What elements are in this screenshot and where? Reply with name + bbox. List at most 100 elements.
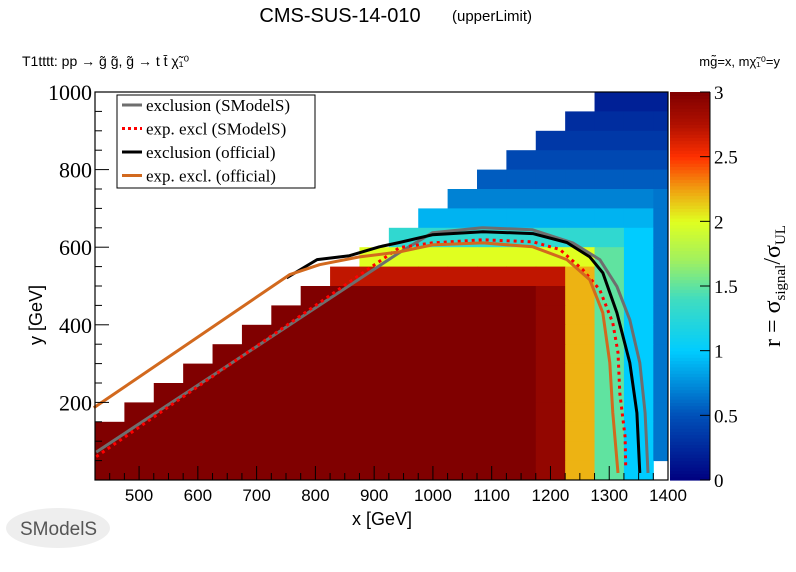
heatmap-cell [271,460,302,481]
colorbar-segment [670,176,710,180]
heatmap-cell [565,169,596,190]
y-tick-label: 600 [59,235,92,260]
heatmap-cell [594,247,625,268]
y-tick-label: 400 [59,313,92,338]
colorbar-segment [670,218,710,222]
colorbar-segment [670,101,710,106]
heatmap-cell [388,402,419,423]
colorbar-label-sub2: UL [773,225,789,245]
heatmap-cell [330,286,360,306]
colorbar-segment [670,386,710,391]
heatmap-cell [506,324,537,345]
heatmap-cell [241,363,272,384]
x-tick-label: 1400 [649,486,687,505]
colorbar-segment [670,463,710,468]
heatmap-cell [477,402,507,423]
contour-line [92,241,620,474]
colorbar-segment [670,315,710,319]
heatmap-cell [271,305,302,326]
colorbar-segment [670,146,710,151]
colorbar-segment [670,363,710,368]
colorbar-segment [670,92,710,96]
heatmap-cell [418,305,449,326]
heatmap-cell [95,460,125,481]
heatmap-cell [594,111,625,132]
colorbar-segment [670,324,710,329]
y-tick-label: 800 [59,158,92,183]
heatmap-cell [447,324,478,345]
colorbar-segment [670,334,710,339]
colorbar-tick-label: 0.5 [714,406,738,427]
colorbar-label-main: r = σ [760,300,786,347]
contour-lines [92,226,650,474]
colorbar-segment [670,470,710,475]
heatmap-cell [388,266,419,287]
colorbar-segment [670,166,710,171]
heatmap-cell [300,402,331,423]
colorbar-segment [670,150,710,155]
colorbar-segment [670,340,710,345]
heatmap-cell [623,227,654,248]
colorbar-segment [670,234,710,239]
heatmap-cell [535,383,566,403]
heatmap-cell [95,441,125,462]
heatmap-cell [241,402,272,423]
colorbar-segment [670,328,710,332]
x-axis: 500 600 700 800 900 1000 1100 1200 1300 1400 [109,466,687,505]
heatmap-cell [359,344,390,365]
heatmap-cell [418,266,449,287]
heatmap-cell [506,286,537,306]
heatmap-cell [447,344,478,365]
heatmap-cell [653,441,669,462]
legend-label: exp. excl. (official) [146,167,276,186]
colorbar-segment [670,159,710,164]
colorbar-segment [670,379,710,384]
heatmap-cell [535,441,566,462]
heatmap-cell [506,150,537,171]
heatmap-cell [183,421,214,442]
colorbar-segment [670,130,710,135]
colorbar-segment [670,121,710,125]
colorbar-segment [670,114,710,119]
colorbar-segment [670,231,710,235]
colorbar-segment [670,434,710,439]
heatmap-cell [388,421,419,442]
x-tick-label: 1300 [590,486,628,505]
heatmap-cell [477,383,507,403]
heatmap-cell [447,402,478,423]
colorbar-segment [670,360,710,365]
colorbar-segment [670,402,710,407]
legend: exclusion (SModelS) exp. excl (SModelS) ex… [116,94,316,189]
heatmap-cell [565,266,596,287]
heatmap-cell [594,227,625,248]
heatmap-cell [388,383,419,403]
heatmap-cell [477,344,507,365]
logo-background [6,508,110,548]
heatmap-cell [330,441,360,462]
heatmap-cell [565,421,596,442]
colorbar-segment [670,428,710,433]
colorbar-segment [670,347,710,352]
legend-box [116,94,316,189]
heatmap-cell [359,247,390,268]
heatmap-cell [183,383,214,403]
colorbar-segment [670,221,710,226]
colorbar-segment [670,425,710,429]
colorbar-segment [670,337,710,342]
heatmap-cell [447,305,478,326]
heatmap-cell [330,324,360,345]
heatmap-cell [447,189,478,209]
legend-label: exclusion (official) [146,143,276,162]
heatmap-cell [330,460,360,481]
heatmap-cell [359,383,390,403]
colorbar-segment [670,457,710,462]
heatmap-cell [653,266,669,287]
colorbar-tick-label: 3 [714,83,724,104]
heatmap-cell [506,421,537,442]
heatmap-cell [477,169,507,190]
heatmap-cell [241,344,272,365]
colorbar-segment [670,240,710,245]
heatmap-cell [330,363,360,384]
heatmap-cell [153,402,184,423]
colorbar-segment [670,454,710,458]
